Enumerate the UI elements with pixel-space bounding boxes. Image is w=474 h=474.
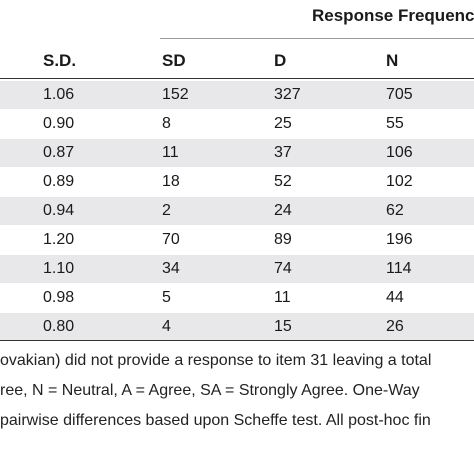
cell-strongly-disagree: 2 <box>162 202 171 219</box>
column-header-neutral: N <box>386 51 399 70</box>
footnote-line-1: ovakian) did not provide a response to i… <box>0 352 432 369</box>
column-header-disagree: D <box>274 51 287 70</box>
cell-neutral: 62 <box>386 202 404 219</box>
cell-disagree: 24 <box>274 202 292 219</box>
cell-strongly-disagree: 8 <box>162 115 171 132</box>
cell-strongly-disagree: 11 <box>162 144 179 161</box>
bottom-rule <box>0 340 474 341</box>
cell-sd: 1.06 <box>43 86 75 103</box>
cell-sd: 0.94 <box>43 202 75 219</box>
cell-strongly-disagree: 152 <box>162 86 189 103</box>
cell-neutral: 705 <box>386 86 413 103</box>
cell-disagree: 15 <box>274 318 292 335</box>
column-header-sd: S.D. <box>43 51 77 70</box>
cell-neutral: 44 <box>386 289 404 306</box>
cell-sd: 1.20 <box>43 231 75 248</box>
cell-strongly-disagree: 18 <box>162 173 180 190</box>
cell-sd: 0.98 <box>43 289 75 306</box>
column-header-strongly-disagree: SD <box>162 51 186 70</box>
table-row: 0.94 2 24 62 <box>0 197 474 225</box>
table-row: 0.90 8 25 55 <box>0 110 474 138</box>
cell-disagree: 52 <box>274 173 292 190</box>
cell-disagree: 11 <box>274 289 291 306</box>
group-header-rule <box>160 38 474 39</box>
cell-sd: 0.80 <box>43 318 75 335</box>
cell-sd: 0.90 <box>43 115 75 132</box>
cell-sd: 1.10 <box>43 260 75 277</box>
response-frequency-group-header: Response Frequenc <box>312 6 474 25</box>
cell-disagree: 37 <box>274 144 292 161</box>
cell-neutral: 102 <box>386 173 413 190</box>
cell-sd: 0.89 <box>43 173 75 190</box>
cell-strongly-disagree: 4 <box>162 318 171 335</box>
table-row: 1.10 34 74 114 <box>0 255 474 283</box>
cell-strongly-disagree: 5 <box>162 289 171 306</box>
cell-sd: 0.87 <box>43 144 75 161</box>
cell-strongly-disagree: 70 <box>162 231 180 248</box>
table-body: 1.06 152 327 705 0.90 8 25 55 0.87 11 37 106 0.89 18 5… <box>0 81 474 342</box>
cell-neutral: 55 <box>386 115 404 132</box>
table-row: 1.20 70 89 196 <box>0 226 474 254</box>
cell-disagree: 89 <box>274 231 292 248</box>
table-row: 1.06 152 327 705 <box>0 81 474 109</box>
cell-neutral: 196 <box>386 231 413 248</box>
footnote-line-2: ree, N = Neutral, A = Agree, SA = Strong… <box>0 382 420 399</box>
cell-neutral: 106 <box>386 144 413 161</box>
column-header-row: S.D. SD D N <box>0 44 474 76</box>
cell-neutral: 26 <box>386 318 404 335</box>
cell-disagree: 74 <box>274 260 292 277</box>
cell-neutral: 114 <box>386 260 412 277</box>
table-row: 0.89 18 52 102 <box>0 168 474 196</box>
cell-strongly-disagree: 34 <box>162 260 180 277</box>
cell-disagree: 327 <box>274 86 301 103</box>
cell-disagree: 25 <box>274 115 292 132</box>
header-rule <box>0 78 474 79</box>
table-row: 0.87 11 37 106 <box>0 139 474 167</box>
footnote-line-3: pairwise differences based upon Scheffe … <box>0 412 431 429</box>
table-row: 0.98 5 11 44 <box>0 284 474 312</box>
table-row: 0.80 4 15 26 <box>0 313 474 341</box>
